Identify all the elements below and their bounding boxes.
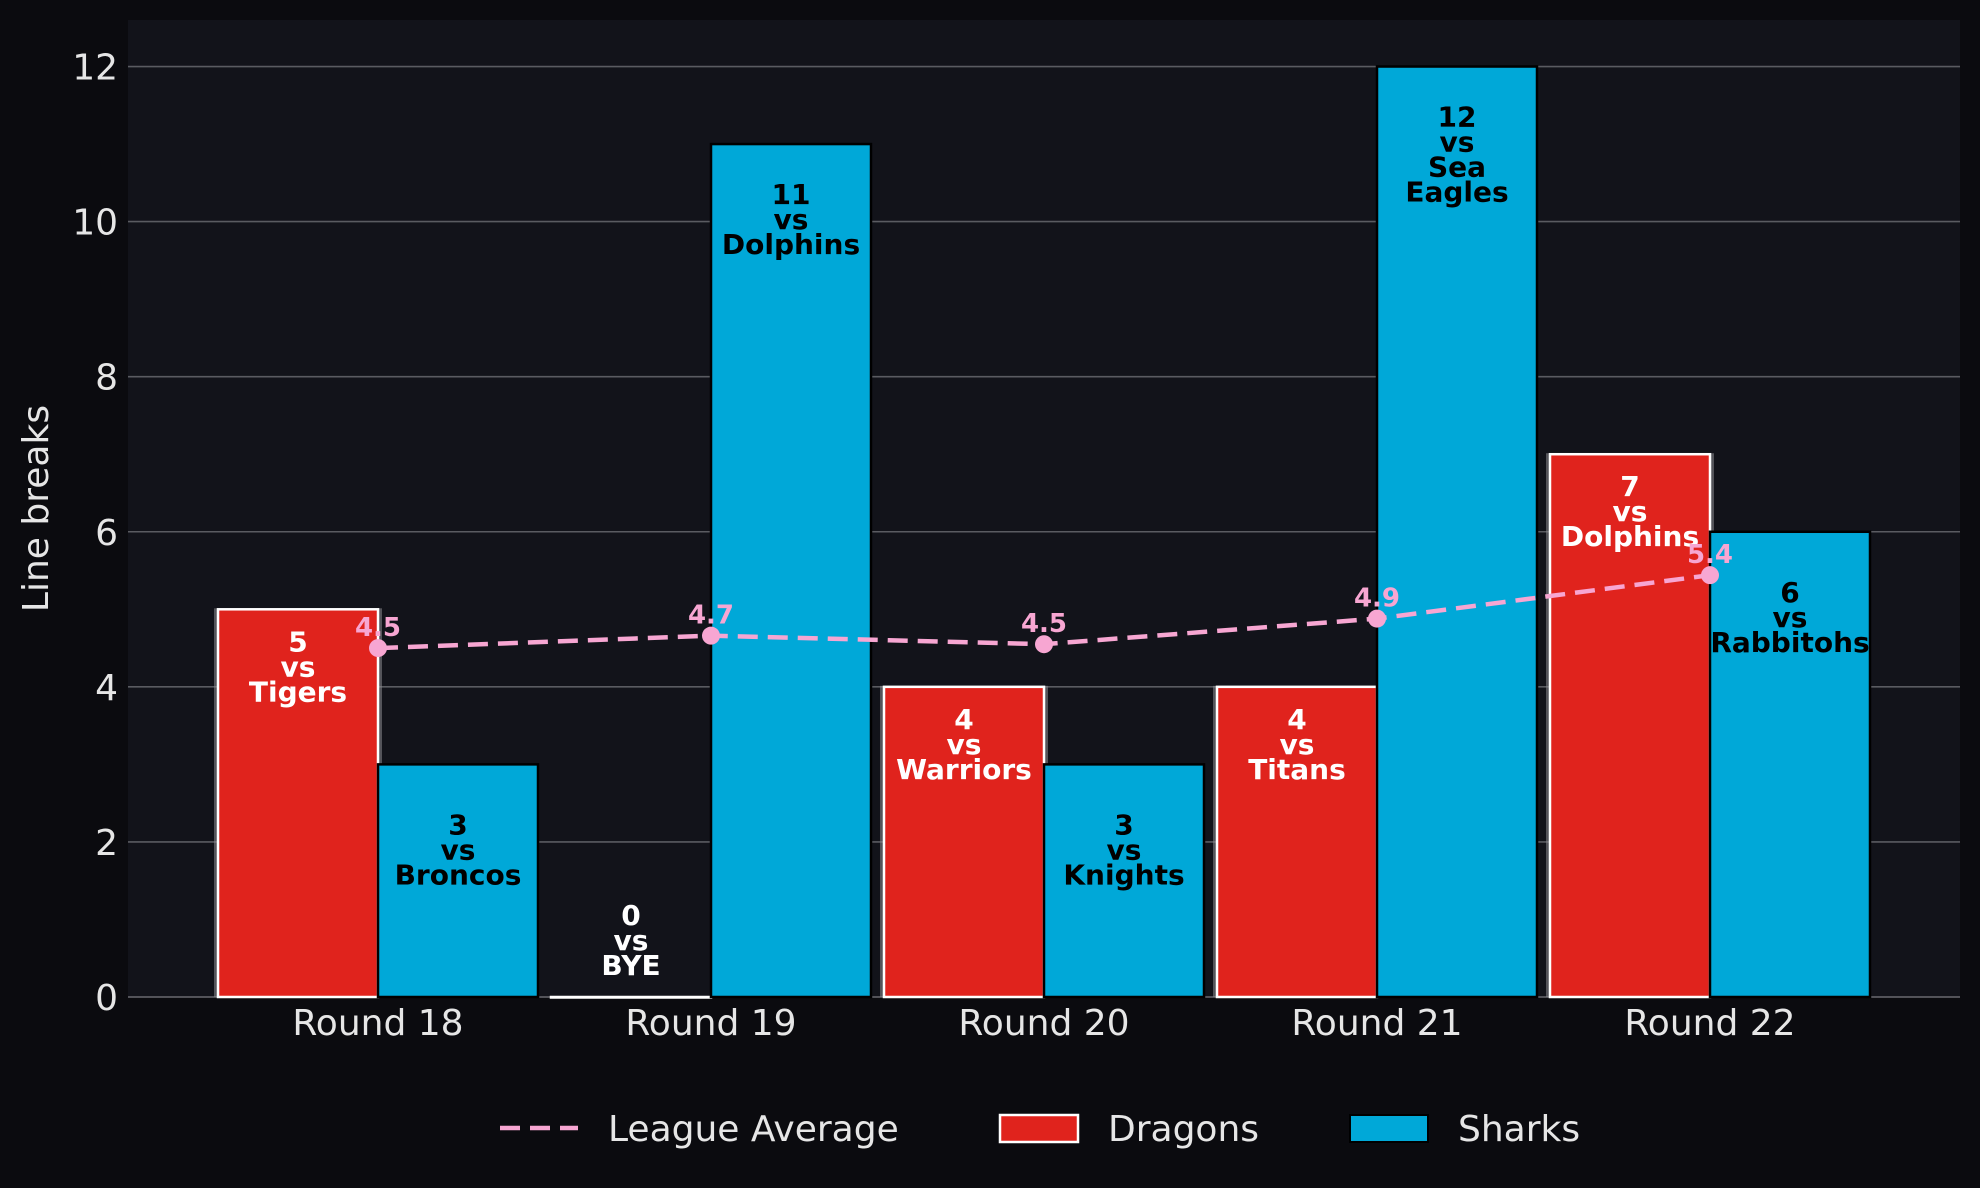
average-point <box>1035 635 1053 654</box>
legend-sharks-swatch <box>1349 1114 1429 1143</box>
bar-label-line: 11 <box>772 178 811 211</box>
bar-dragons <box>1215 685 1379 999</box>
bar-label-line: Warriors <box>896 753 1032 786</box>
bar-label-line: 3 <box>1114 808 1133 841</box>
bar-label-line: Sea <box>1428 151 1486 184</box>
bar-label-line: Knights <box>1063 858 1184 891</box>
bar-label-line: Eagles <box>1405 176 1508 209</box>
y-axis-label: Line breaks <box>16 405 57 612</box>
bar-label-line: Rabbitohs <box>1710 626 1869 659</box>
bar-sharks <box>709 142 873 999</box>
bar-label-line: vs <box>1440 126 1475 159</box>
y-tick-label: 8 <box>95 358 118 399</box>
bar-label-line: 5 <box>288 625 307 658</box>
bar-label-sharks: 12 vs Sea Eagles <box>1405 101 1508 209</box>
bar-label-line: 12 <box>1438 101 1477 134</box>
average-point <box>369 639 387 658</box>
bar-label-line: vs <box>614 924 649 957</box>
bar-label-line: vs <box>774 203 809 236</box>
bar-label-sharks: 6 vs Rabbitohs <box>1710 576 1869 659</box>
bar-label-line: vs <box>281 650 316 683</box>
bar-label-line: 6 <box>1780 576 1799 609</box>
bar-label-sharks: 3 vs Knights <box>1063 808 1184 891</box>
bar-label-line: Dolphins <box>1561 520 1699 553</box>
bar-label-line: vs <box>1613 495 1648 528</box>
bar-dragons <box>216 608 380 999</box>
bar-label-line: 7 <box>1620 470 1639 503</box>
y-tick-label: 2 <box>95 823 118 864</box>
bar-label-line: 3 <box>448 808 467 841</box>
bar-label-line: 4 <box>954 703 973 736</box>
bar-sharks <box>1708 530 1872 999</box>
bar-dragons <box>549 995 713 999</box>
y-tick-label: 4 <box>95 668 118 709</box>
bar-dragons <box>1548 452 1712 999</box>
y-tick-label: 12 <box>72 48 118 89</box>
y-tick-label: 6 <box>95 513 118 554</box>
x-tick-label: Round 19 <box>625 1003 796 1044</box>
average-value-label: 4.5 <box>355 613 401 643</box>
legend-dragons-swatch <box>998 1113 1080 1144</box>
legend-dragons-label: Dragons <box>1108 1109 1259 1150</box>
bar-label-dragons: 4 vs Titans <box>1248 703 1346 786</box>
average-value-label: 4.9 <box>1354 584 1400 614</box>
average-value-label: 5.4 <box>1687 540 1733 570</box>
legend-sharks-label: Sharks <box>1458 1109 1580 1150</box>
bar-label-line: Broncos <box>395 858 522 891</box>
bar-label-line: Tigers <box>249 675 347 708</box>
bar-sharks <box>376 763 540 999</box>
y-tick-label: 10 <box>72 203 118 244</box>
average-point <box>1701 566 1719 585</box>
bar-label-dragons: 7 vs Dolphins <box>1561 470 1699 553</box>
x-tick-label: Round 18 <box>292 1003 463 1044</box>
bar-label-dragons: 4 vs Warriors <box>896 703 1032 786</box>
legend-average-label: League Average <box>608 1109 899 1150</box>
average-value-label: 4.5 <box>1021 609 1067 639</box>
average-value-label: 4.7 <box>688 601 734 631</box>
bar-label-line: Titans <box>1248 753 1346 786</box>
bar-label-line: vs <box>1107 833 1142 866</box>
average-point <box>1368 609 1386 628</box>
bar-label-dragons: 5 vs Tigers <box>249 625 347 708</box>
y-tick-label: 0 <box>95 978 118 1019</box>
x-tick-label: Round 22 <box>1624 1003 1795 1044</box>
bar-label-line: vs <box>1773 601 1808 634</box>
bar-label-line: BYE <box>601 949 660 982</box>
bar-label-line: vs <box>1280 728 1315 761</box>
bar-label-sharks: 3 vs Broncos <box>395 808 522 891</box>
x-tick-label: Round 21 <box>1291 1003 1462 1044</box>
x-tick-label: Round 20 <box>958 1003 1129 1044</box>
bar-label-line: Dolphins <box>722 228 860 261</box>
bar-label-sharks: 11 vs Dolphins <box>722 178 860 261</box>
bar-sharks <box>1042 763 1206 999</box>
bar-sharks <box>1375 65 1539 999</box>
bar-label-line: vs <box>947 728 982 761</box>
bar-label-line: 4 <box>1287 703 1306 736</box>
bar-label-dragons: 0 vs BYE <box>601 899 660 982</box>
average-point <box>702 626 720 645</box>
bar-label-line: 0 <box>621 899 640 932</box>
bar-label-line: vs <box>441 833 476 866</box>
